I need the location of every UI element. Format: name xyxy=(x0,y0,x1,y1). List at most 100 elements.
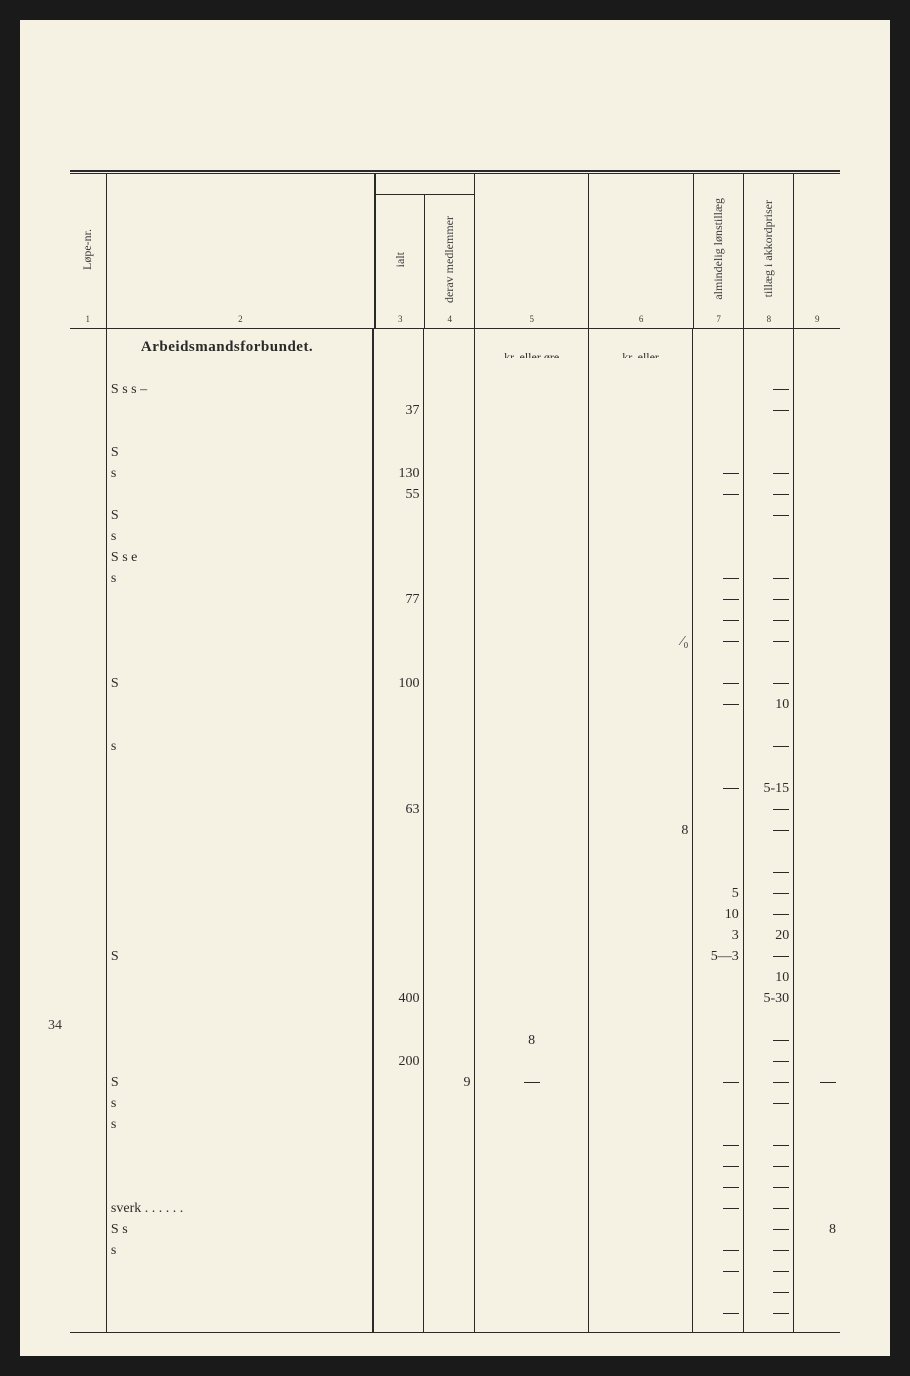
body-col-7: 51035—3 xyxy=(693,329,743,1332)
table-cell xyxy=(748,757,789,778)
header-group-34: ialt 3 derav medlemmer 4 xyxy=(375,174,475,328)
table-cell xyxy=(378,568,419,589)
table-cell xyxy=(798,442,836,463)
table-cell xyxy=(479,1051,583,1072)
table-cell xyxy=(697,442,738,463)
table-cell xyxy=(111,1303,369,1324)
table-cell: s xyxy=(111,1114,369,1135)
table-cell xyxy=(748,820,789,841)
table-cell xyxy=(428,1282,470,1303)
table-cell xyxy=(378,1303,419,1324)
table-cell xyxy=(479,925,583,946)
table-cell xyxy=(748,1177,789,1198)
table-cell: 100 xyxy=(378,673,419,694)
table-cell xyxy=(378,631,419,652)
table-cell xyxy=(479,484,583,505)
table-cell xyxy=(428,1303,470,1324)
table-cell xyxy=(378,1156,419,1177)
table-cell xyxy=(748,883,789,904)
table-cell xyxy=(479,379,583,400)
table-cell xyxy=(111,1135,369,1156)
table-cell xyxy=(593,883,688,904)
table-cell: S xyxy=(111,673,369,694)
table-cell xyxy=(479,400,583,421)
table-cell xyxy=(479,988,583,1009)
table-cell xyxy=(479,463,583,484)
body-col-2: Arbeidsmandsforbundet. S s s – S s S sS … xyxy=(107,329,374,1332)
table-cell xyxy=(593,442,688,463)
table-cell: 8 xyxy=(479,1030,583,1051)
table-cell xyxy=(593,1282,688,1303)
table-cell xyxy=(593,1114,688,1135)
table-cell xyxy=(798,925,836,946)
table-cell xyxy=(593,736,688,757)
table-cell: 37 xyxy=(378,400,419,421)
table-cell xyxy=(593,1261,688,1282)
table-cell xyxy=(748,1198,789,1219)
table-cell xyxy=(798,862,836,883)
body-group-34: 37 13055 77 100 63 400 200 9 xyxy=(373,329,475,1332)
table-cell xyxy=(593,841,688,862)
table-cell xyxy=(593,694,688,715)
table-cell xyxy=(697,1261,738,1282)
table-cell: 5-30 xyxy=(748,988,789,1009)
margin-number: 34 xyxy=(48,1018,62,1034)
table-cell xyxy=(593,778,688,799)
table-cell xyxy=(378,1261,419,1282)
table-cell xyxy=(479,820,583,841)
table-cell xyxy=(798,715,836,736)
table-cell xyxy=(798,463,836,484)
table-cell xyxy=(593,421,688,442)
table-cell xyxy=(748,1303,789,1324)
table-cell: 5-15 xyxy=(748,778,789,799)
table-cell xyxy=(798,1156,836,1177)
table-cell xyxy=(378,757,419,778)
table-cell xyxy=(748,1261,789,1282)
table-cell: S s e xyxy=(111,547,369,568)
table-cell xyxy=(378,736,419,757)
table-cell xyxy=(798,694,836,715)
table-cell xyxy=(428,442,470,463)
table-cell xyxy=(697,484,738,505)
table-cell xyxy=(798,568,836,589)
table-cell: S s s – xyxy=(111,379,369,400)
table-cell: s xyxy=(111,1093,369,1114)
table-cell xyxy=(697,715,738,736)
table-cell xyxy=(697,379,738,400)
table-cell xyxy=(378,820,419,841)
table-cell xyxy=(111,883,369,904)
table-cell xyxy=(593,652,688,673)
table-cell xyxy=(428,400,470,421)
table-cell xyxy=(479,841,583,862)
header-label-1: Løpe-nr. xyxy=(80,219,95,280)
table-cell xyxy=(428,526,470,547)
table-cell xyxy=(593,589,688,610)
table-cell xyxy=(479,904,583,925)
table-cell xyxy=(798,799,836,820)
table-cell xyxy=(479,442,583,463)
table-cell: 10 xyxy=(697,904,738,925)
table-cell xyxy=(428,757,470,778)
table-cell xyxy=(428,547,470,568)
table-cell xyxy=(748,1282,789,1303)
table-cell xyxy=(748,862,789,883)
table-cell: S xyxy=(111,1072,369,1093)
table-body: Arbeidsmandsforbundet. S s s – S s S sS … xyxy=(70,329,840,1332)
table-cell xyxy=(378,862,419,883)
table-cell xyxy=(428,589,470,610)
table-cell xyxy=(378,715,419,736)
table-cell xyxy=(593,967,688,988)
table-cell xyxy=(748,379,789,400)
table-cell xyxy=(748,1030,789,1051)
table-cell xyxy=(748,358,789,379)
table-cell xyxy=(697,652,738,673)
table-cell xyxy=(479,757,583,778)
table-cell xyxy=(593,1240,688,1261)
table-cell xyxy=(428,1009,470,1030)
table-cell xyxy=(697,1282,738,1303)
table-cell xyxy=(378,925,419,946)
table-cell xyxy=(798,547,836,568)
table-cell xyxy=(798,841,836,862)
table-cell: 5 xyxy=(697,883,738,904)
table-cell xyxy=(697,988,738,1009)
